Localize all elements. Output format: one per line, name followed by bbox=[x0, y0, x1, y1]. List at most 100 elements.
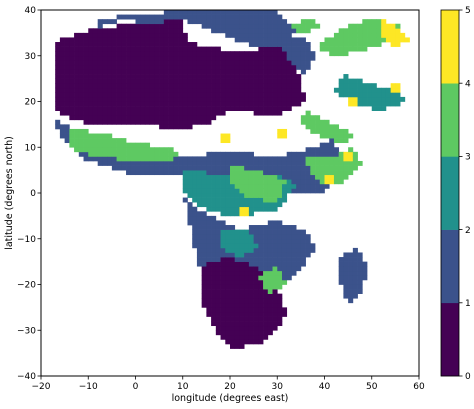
heatmap-cell bbox=[234, 325, 240, 331]
heatmap-cell bbox=[267, 19, 273, 25]
heatmap-cell bbox=[357, 275, 363, 281]
heatmap-cell bbox=[225, 325, 231, 331]
heatmap-cell bbox=[381, 19, 387, 25]
heatmap-cell bbox=[324, 46, 330, 52]
heatmap-cell bbox=[253, 101, 259, 107]
heatmap-cell bbox=[272, 101, 278, 107]
heatmap-cell bbox=[253, 69, 259, 75]
heatmap-cell bbox=[201, 92, 207, 98]
heatmap-cell bbox=[102, 138, 108, 144]
heatmap-cell bbox=[215, 261, 221, 267]
heatmap-cell bbox=[111, 142, 117, 148]
heatmap-cell bbox=[291, 64, 297, 70]
heatmap-cell bbox=[220, 279, 226, 285]
heatmap-cell bbox=[192, 179, 198, 185]
heatmap-cell bbox=[267, 330, 273, 336]
heatmap-cell bbox=[69, 138, 75, 144]
heatmap-cell bbox=[248, 202, 254, 208]
heatmap-cell bbox=[248, 261, 254, 267]
heatmap-cell bbox=[272, 78, 278, 84]
heatmap-cell bbox=[92, 115, 99, 121]
heatmap-cell bbox=[201, 279, 207, 285]
heatmap-cell bbox=[258, 302, 264, 308]
heatmap-cell bbox=[253, 160, 259, 166]
heatmap-cell bbox=[225, 229, 231, 235]
heatmap-cell bbox=[230, 188, 236, 194]
heatmap-cell bbox=[381, 32, 387, 38]
heatmap-cell bbox=[258, 64, 264, 70]
heatmap-cell bbox=[239, 101, 245, 107]
heatmap-cell bbox=[74, 42, 80, 47]
heatmap-cell bbox=[263, 156, 269, 162]
heatmap-cell bbox=[211, 261, 217, 267]
heatmap-cell bbox=[253, 110, 259, 116]
heatmap-cell bbox=[281, 183, 288, 189]
heatmap-cell bbox=[253, 32, 259, 38]
heatmap-cell bbox=[272, 238, 278, 244]
heatmap-cell bbox=[192, 69, 198, 75]
heatmap-cell bbox=[272, 302, 278, 308]
heatmap-cell bbox=[130, 78, 136, 84]
heatmap-cell bbox=[267, 156, 273, 162]
y-axis-label: latitude (degrees north) bbox=[4, 136, 15, 250]
heatmap-cell bbox=[149, 46, 155, 52]
heatmap-cell bbox=[244, 87, 250, 93]
heatmap-cell bbox=[78, 69, 84, 75]
heatmap-cell bbox=[121, 119, 127, 125]
heatmap-cell bbox=[343, 87, 349, 93]
heatmap-cell bbox=[333, 179, 340, 185]
heatmap-cell bbox=[140, 156, 146, 162]
heatmap-cell bbox=[281, 270, 288, 276]
heatmap-cell bbox=[281, 19, 288, 25]
heatmap-cell bbox=[281, 37, 288, 43]
heatmap-cell bbox=[258, 87, 264, 93]
heatmap-cell bbox=[263, 302, 269, 308]
heatmap-cell bbox=[319, 147, 325, 153]
heatmap-cell bbox=[225, 151, 231, 157]
heatmap-cell bbox=[206, 225, 212, 230]
heatmap-cell bbox=[281, 165, 288, 171]
heatmap-cell bbox=[248, 37, 254, 43]
heatmap-cell bbox=[149, 55, 155, 61]
heatmap-cell bbox=[291, 225, 297, 230]
heatmap-cell bbox=[300, 119, 306, 125]
heatmap-cell bbox=[154, 78, 160, 84]
heatmap-cell bbox=[196, 174, 202, 180]
heatmap-cell bbox=[281, 261, 288, 267]
heatmap-cell bbox=[78, 96, 84, 102]
heatmap-cell bbox=[69, 55, 75, 61]
heatmap-cell bbox=[159, 92, 165, 98]
heatmap-cell bbox=[225, 307, 231, 313]
heatmap-cell bbox=[83, 69, 89, 75]
heatmap-cell bbox=[310, 124, 316, 130]
heatmap-cell bbox=[206, 87, 212, 93]
heatmap-cell bbox=[296, 78, 302, 84]
heatmap-cell bbox=[267, 302, 273, 308]
heatmap-cell bbox=[220, 229, 226, 235]
heatmap-cell bbox=[97, 96, 103, 102]
heatmap-cell bbox=[163, 28, 169, 34]
heatmap-cell bbox=[211, 174, 217, 180]
heatmap-cell bbox=[187, 19, 193, 25]
heatmap-cell bbox=[135, 170, 141, 176]
heatmap-cell bbox=[168, 170, 174, 176]
heatmap-cell bbox=[97, 83, 103, 89]
heatmap-cell bbox=[362, 83, 368, 89]
heatmap-cell bbox=[206, 270, 212, 276]
heatmap-cell bbox=[286, 174, 292, 180]
heatmap-cell bbox=[305, 179, 311, 185]
heatmap-cell bbox=[111, 69, 117, 75]
heatmap-cell bbox=[253, 183, 259, 189]
heatmap-cell bbox=[201, 19, 207, 25]
heatmap-cell bbox=[343, 170, 349, 176]
heatmap-cell bbox=[362, 42, 368, 47]
heatmap-cell bbox=[74, 78, 80, 84]
heatmap-cell bbox=[248, 78, 254, 84]
heatmap-cell bbox=[300, 247, 306, 253]
heatmap-cell bbox=[55, 64, 61, 70]
heatmap-cell bbox=[291, 92, 297, 98]
heatmap-cell bbox=[211, 238, 217, 244]
heatmap-cell bbox=[220, 225, 226, 230]
heatmap-cell bbox=[107, 115, 113, 121]
heatmap-cell bbox=[244, 156, 250, 162]
